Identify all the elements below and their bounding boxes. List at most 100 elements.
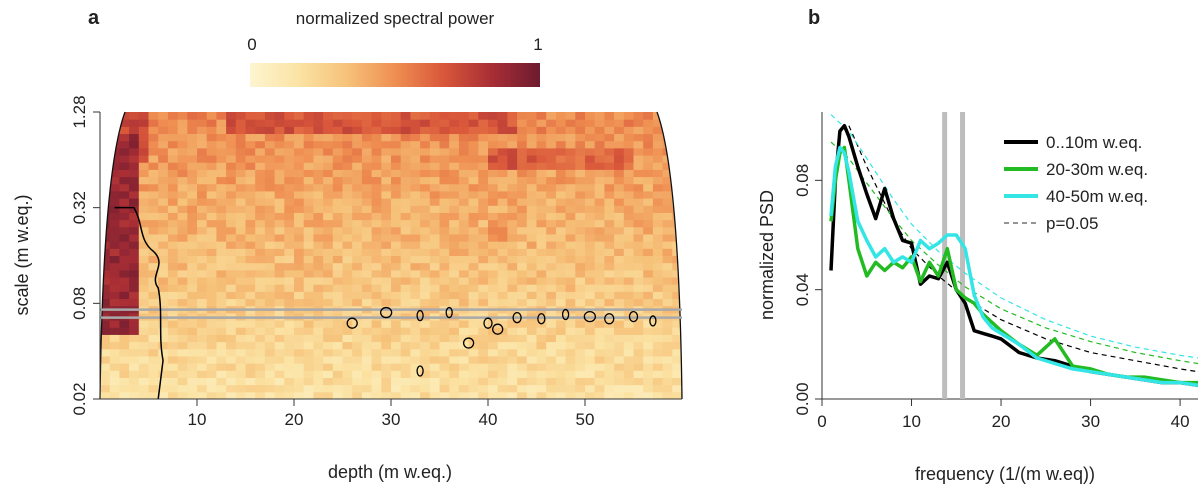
heatmap-cell	[284, 391, 295, 399]
heatmap-cell	[546, 112, 557, 120]
significance-contour	[114, 206, 164, 400]
heatmap-cell	[284, 162, 295, 170]
heatmap-cell	[517, 212, 528, 221]
heatmap-cell	[546, 155, 557, 163]
heatmap-cell	[468, 112, 479, 120]
heatmap-cell	[177, 241, 188, 249]
heatmap-cell	[274, 363, 285, 371]
heatmap-cell	[148, 133, 159, 142]
heatmap-cell	[400, 284, 411, 292]
heatmap-cell	[294, 226, 305, 235]
heatmap-cell	[264, 226, 276, 235]
heatmap-cell	[604, 190, 615, 199]
heatmap-cell	[565, 262, 576, 271]
heatmap-cell	[400, 140, 411, 149]
heatmap-cell	[100, 291, 111, 300]
heatmap-cell	[352, 112, 363, 120]
heatmap-cell	[294, 219, 305, 228]
heatmap-cell	[332, 262, 343, 271]
heatmap-cell	[294, 355, 305, 364]
heatmap-cell	[662, 255, 673, 264]
heatmap-cell	[284, 219, 295, 228]
panel-a-axes: 10 20 30 40 500.020.080.321.28	[70, 95, 682, 429]
heatmap-cell	[148, 355, 159, 364]
significance-contour-blob	[379, 306, 393, 319]
heatmap-cell	[594, 198, 605, 206]
heatmap-cell	[468, 370, 479, 378]
heatmap-cell	[148, 255, 159, 264]
heatmap-cell	[216, 384, 227, 393]
heatmap-cell	[575, 348, 586, 357]
heatmap-cell	[575, 355, 586, 364]
heatmap-cell	[274, 298, 285, 307]
heatmap-cell	[614, 277, 625, 285]
heatmap-cell	[526, 341, 537, 350]
heatmap-cell	[177, 205, 188, 213]
heatmap-cell	[458, 377, 470, 386]
heatmap-cell	[526, 284, 537, 292]
heatmap-cell	[245, 126, 256, 135]
heatmap-cell	[546, 277, 557, 285]
heatmap-cell	[420, 334, 431, 343]
heatmap-cell	[381, 348, 392, 357]
heatmap-cell	[197, 377, 208, 386]
heatmap-cell	[507, 291, 518, 300]
heatmap-cell	[235, 363, 246, 371]
heatmap-cell	[652, 219, 664, 228]
heatmap-cell	[216, 391, 227, 399]
heatmap-cell	[575, 255, 586, 264]
heatmap-cell	[129, 155, 140, 163]
heatmap-cell	[594, 327, 605, 335]
heatmap-cell	[585, 212, 596, 221]
heatmap-cell	[546, 205, 557, 213]
heatmap-cell	[439, 262, 450, 271]
heatmap-cell	[643, 284, 654, 292]
heatmap-cell	[614, 140, 625, 149]
heatmap-cell	[536, 133, 547, 142]
heatmap-cell	[410, 334, 421, 343]
heatmap-cell	[323, 384, 334, 393]
heatmap-cell	[323, 190, 334, 199]
heatmap-cell	[497, 112, 508, 120]
heatmap-cell	[264, 119, 276, 127]
heatmap-cell	[585, 169, 596, 178]
heatmap-cell	[361, 119, 373, 127]
heatmap-cell	[391, 355, 402, 364]
heatmap-cell	[323, 119, 334, 127]
heatmap-cell	[662, 377, 673, 386]
heatmap-cell	[517, 269, 528, 278]
heatmap-cell	[400, 198, 411, 206]
heatmap-cell	[197, 355, 208, 364]
heatmap-cell	[294, 155, 305, 163]
heatmap-cell	[429, 391, 440, 399]
heatmap-cell	[361, 169, 373, 178]
significance-contour-blob	[561, 308, 570, 321]
heatmap-cell	[614, 334, 625, 343]
heatmap-cell	[167, 233, 179, 242]
heatmap-cell	[119, 219, 130, 228]
heatmap-cell	[226, 126, 237, 135]
heatmap-cell	[536, 269, 547, 278]
heatmap-cell	[197, 183, 208, 192]
heatmap-cell	[226, 320, 237, 328]
heatmap-cell	[187, 363, 198, 371]
heatmap-cell	[458, 169, 470, 178]
heatmap-cell	[148, 140, 159, 149]
heatmap-cell	[526, 370, 537, 378]
heatmap-cell	[391, 176, 402, 185]
heatmap-cell	[536, 284, 547, 292]
heatmap-cell	[555, 183, 567, 192]
heatmap-cell	[546, 341, 557, 350]
heatmap-cell	[439, 198, 450, 206]
heatmap-cell	[468, 140, 479, 149]
heatmap-cell	[206, 320, 217, 328]
heatmap-cell	[565, 284, 576, 292]
heatmap-cell	[148, 212, 159, 221]
heatmap-cell	[187, 284, 198, 292]
heatmap-cell	[177, 133, 188, 142]
heatmap-cell	[652, 384, 664, 393]
heatmap-cell	[458, 277, 470, 285]
heatmap-cell	[429, 355, 440, 364]
heatmap-cell	[604, 284, 615, 292]
heatmap-cell	[313, 198, 324, 206]
